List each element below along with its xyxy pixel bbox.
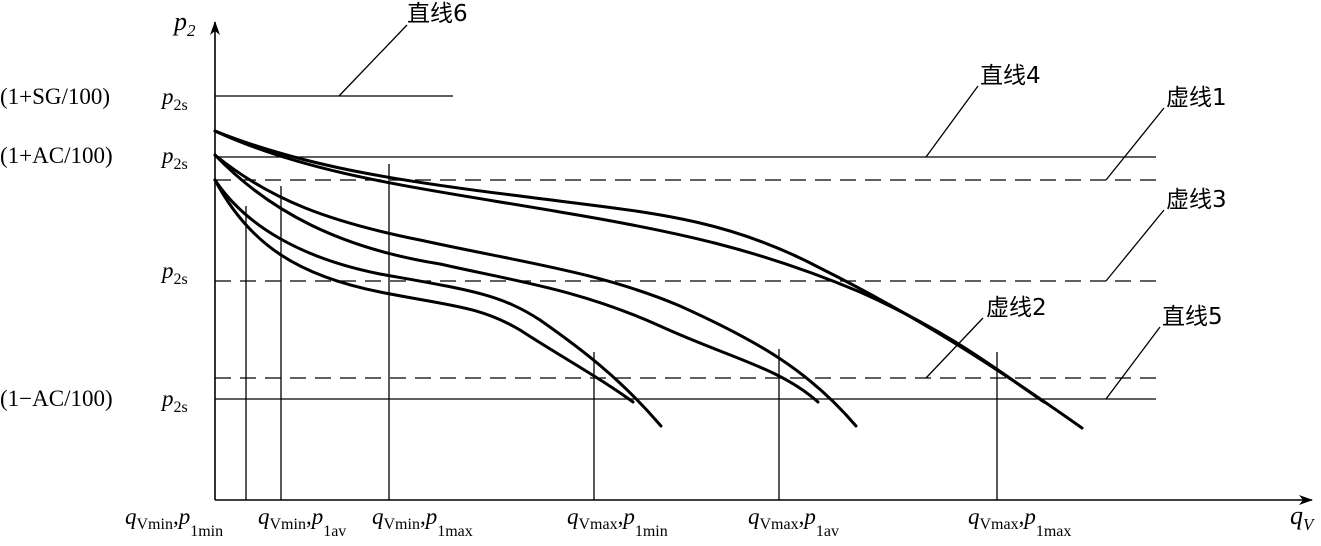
label-line-6: 直线6 [407, 1, 468, 27]
label-line-4: 直线4 [980, 63, 1041, 89]
y-tick-label-sg: (1+SG/100) p2s [0, 84, 188, 114]
svg-text:qVmin,p1av: qVmin,p1av [258, 504, 346, 540]
x-axis-label: qV [1290, 501, 1316, 534]
leader-dash-3 [1105, 209, 1165, 282]
x-tick-label-qvmax-p1av: qVmax,p1av [748, 504, 839, 540]
curve-p1av-upper [213, 153, 858, 428]
y-tick-label-setpoint: p2s [160, 258, 188, 288]
svg-text:qVmin,p1min: qVmin,p1min [125, 504, 223, 540]
leader-line-5 [1105, 326, 1161, 400]
curve-p1min-upper [213, 178, 663, 428]
y-tick-label-ac-lower: (1−AC/100) p2s [0, 386, 188, 416]
x-tick-label-qvmax-p1max: qVmax,p1max [968, 504, 1071, 540]
svg-text:qVmax,p1max: qVmax,p1max [968, 504, 1071, 540]
curve-p1min-lower [213, 178, 635, 404]
x-tick-label-qvmin-p1min: qVmin,p1min [125, 504, 223, 540]
x-tick-label-qvmax-p1min: qVmax,p1min [567, 504, 668, 540]
svg-text:qVmax,p1av: qVmax,p1av [748, 504, 839, 540]
label-dashed-line-2: 虚线2 [986, 295, 1047, 321]
x-tick-label-qvmin-p1max: qVmin,p1max [372, 504, 473, 540]
curve-p1av-lower [213, 153, 820, 404]
leader-line-6 [338, 24, 408, 97]
label-line-5: 直线5 [1162, 304, 1223, 330]
curve-p1max-lower [213, 129, 1046, 404]
label-dashed-line-1: 虚线1 [1166, 85, 1227, 111]
svg-text:qVmin,p1max: qVmin,p1max [372, 504, 473, 540]
leader-line-4 [925, 85, 979, 158]
x-tick-label-qvmin-p1av: qVmin,p1av [258, 504, 346, 540]
label-dashed-line-3: 虚线3 [1166, 187, 1227, 213]
leader-dash-2 [925, 317, 984, 379]
svg-text:qVmax,p1min: qVmax,p1min [567, 504, 668, 540]
leader-dash-1 [1105, 107, 1165, 181]
y-tick-label-ac-upper: (1+AC/100) p2s [0, 143, 188, 173]
y-axis-label: p2 [172, 7, 196, 40]
curve-p1max-upper [213, 129, 1084, 430]
